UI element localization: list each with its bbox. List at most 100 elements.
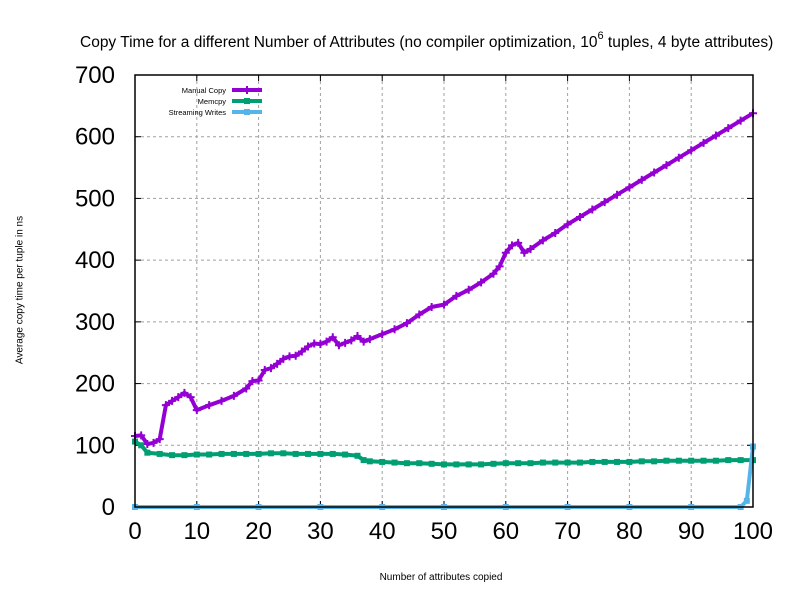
data-point [575,212,584,221]
data-point [206,451,213,458]
data-point [613,190,622,199]
chart-title: Copy Time for a different Number of Attr… [80,30,774,52]
data-point [161,401,170,410]
data-point [551,228,560,237]
data-point [464,285,473,294]
data-point [724,124,733,133]
legend-marker [244,98,250,104]
data-point [280,450,287,457]
data-point [297,347,306,356]
data-point [416,460,423,467]
plot-border [134,74,754,508]
y-tick-label: 400 [75,247,115,274]
data-point [552,459,559,466]
data-point [143,440,152,449]
data-point [403,460,410,467]
data-point [564,459,571,466]
y-tick-label: 500 [75,185,115,212]
data-point [156,450,163,457]
data-point [520,248,529,257]
data-point [137,431,146,440]
y-tick-label: 700 [75,62,115,89]
data-point [428,460,435,467]
data-point [515,460,522,467]
data-point [193,451,200,458]
legend-label: Manual Copy [182,86,226,95]
x-tick-label: 80 [616,518,643,545]
legend-label: Streaming Writes [169,108,227,117]
data-point [144,449,151,456]
data-point [614,458,621,465]
data-point [514,238,523,247]
x-tick-label: 90 [678,518,705,545]
data-point [465,461,472,468]
data-point [576,459,583,466]
data-point [218,450,225,457]
data-point [507,241,516,250]
data-point [230,450,237,457]
data-point [441,461,447,468]
data-point [737,457,744,464]
data-point [205,401,214,410]
y-tick-label: 100 [75,432,115,459]
data-point [743,497,750,504]
data-point [674,153,683,162]
data-point [168,396,177,405]
data-point [712,457,719,464]
legend-marker [244,109,250,115]
data-point [638,458,645,465]
x-tick-label: 0 [128,518,141,545]
data-point [254,376,263,385]
data-point [427,303,436,312]
y-tick-label: 0 [102,494,115,521]
data-point [317,450,324,457]
data-point [291,351,300,360]
data-point [588,205,597,214]
data-point [354,452,361,459]
data-point [174,393,183,402]
data-point [366,458,373,465]
x-tick-label: 40 [369,518,396,545]
data-point [243,450,250,457]
data-point [342,451,349,458]
x-tick-label: 70 [554,518,581,545]
y-tick-label: 300 [75,309,115,336]
data-point [526,245,535,254]
data-point [600,198,609,207]
data-point [305,450,312,457]
data-point [304,342,313,351]
data-point [453,461,460,468]
data-point [292,450,299,457]
data-point [260,365,269,374]
data-point [390,325,399,334]
data-point [687,146,696,155]
data-point [625,183,634,192]
data-point [675,457,682,464]
data-point [181,452,188,459]
data-point [539,459,546,466]
y-axis-label: Average copy time per tuple in ns [14,215,26,365]
data-point [316,340,325,349]
x-tick-label: 30 [307,518,334,545]
data-point [242,384,251,393]
data-point [266,364,275,373]
data-point [650,168,659,177]
data-point [415,310,424,319]
data-point [699,138,708,147]
data-point [329,450,336,457]
data-point [391,459,398,466]
data-point [637,175,646,184]
data-point [589,458,596,465]
data-point [138,442,145,449]
data-point [662,161,671,170]
y-tick-label: 200 [75,371,115,398]
data-point [626,458,633,465]
data-point [502,460,509,467]
data-point [711,131,720,140]
data-point [402,319,411,328]
data-point [155,435,164,444]
data-point [538,236,547,245]
data-point [663,457,670,464]
data-point [192,406,201,415]
